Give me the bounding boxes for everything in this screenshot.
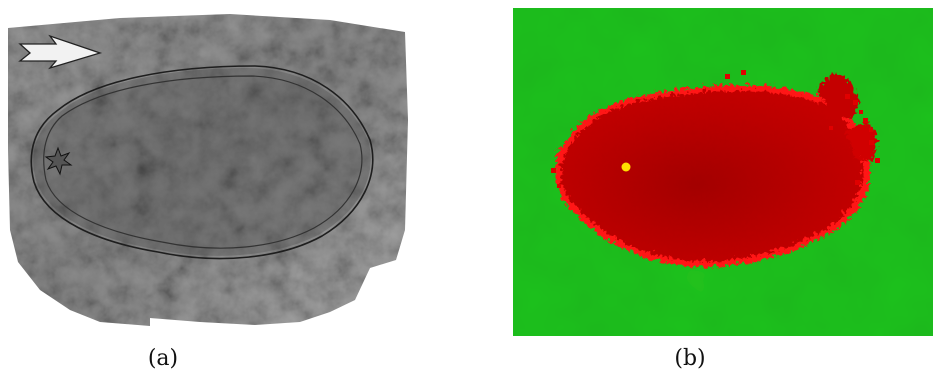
- simulation-map-svg: [513, 8, 933, 336]
- panel-b-simulation-map: [513, 8, 933, 336]
- wind-direction-arrow-icon: [18, 34, 103, 70]
- burned-area-raster: [552, 70, 877, 265]
- simulated-fire-perimeter: [43, 75, 363, 249]
- scattered-burn-cells: [551, 70, 880, 188]
- terrain-map-svg: [8, 14, 408, 326]
- ignition-star-icon: [44, 146, 73, 176]
- caption-a: (a): [147, 346, 179, 371]
- observed-fire-perimeter: [30, 65, 374, 260]
- panel-a-terrain-map: [0, 0, 420, 340]
- terrain-relief: [8, 14, 408, 326]
- ignition-point-icon: [621, 162, 631, 172]
- burned-area-overlay: [33, 68, 371, 256]
- caption-b: (b): [674, 346, 706, 371]
